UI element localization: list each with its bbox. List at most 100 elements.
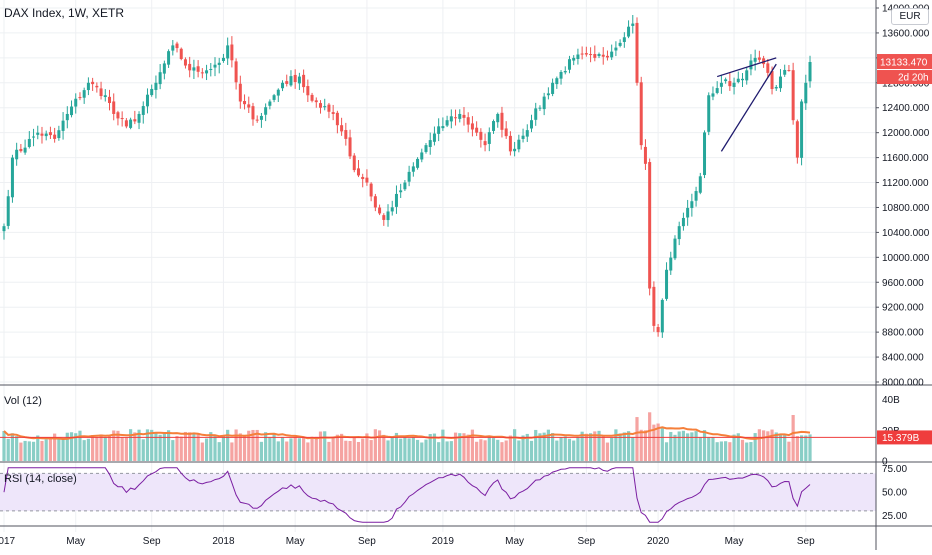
candle [643,146,647,164]
price-tick-label: 8400.000 [882,353,924,364]
candle [331,112,335,114]
candle [399,190,403,193]
volume-bar [407,438,411,461]
candle [576,54,580,59]
volume-bar [2,430,6,461]
volume-bar [91,435,95,461]
volume-bar [302,437,306,461]
volume-bar [6,438,10,461]
volume-bar [542,432,546,461]
volume-bar [593,431,597,461]
volume-bar [513,429,517,461]
volume-bar [787,441,791,461]
volume-bar [677,431,681,461]
candle [10,157,14,198]
currency-button[interactable]: EUR [891,8,929,25]
candle [352,155,356,171]
candle [335,112,339,126]
volume-bar [162,433,166,461]
candle [276,89,280,96]
time-tick-label: 2019 [432,536,455,547]
candle [787,70,791,72]
volume-bar [411,437,415,461]
volume-bar [559,437,563,461]
candle [441,126,445,129]
volume-bar [234,429,238,461]
candle [559,72,563,79]
volume-bar [23,440,27,461]
candle [167,51,171,65]
candle [648,162,652,289]
volume-bar [563,436,567,461]
volume-bar [799,435,804,461]
candle [462,114,466,118]
candle [572,57,576,61]
price-tick-label: 10000.000 [882,253,930,264]
volume-bar [31,441,36,461]
candle [673,238,677,259]
volume-bar [491,438,496,461]
candle [65,113,69,121]
volume-bar [166,430,171,461]
volume-bar [251,429,255,461]
candle [319,103,322,108]
candle [411,166,415,172]
candle [521,135,525,139]
volume-bar [652,424,656,461]
volume-bar [631,437,635,461]
candle [753,57,757,62]
volume-bar [154,432,158,461]
candle [741,78,744,81]
candle [310,94,314,101]
candle [36,132,40,135]
volume-bar [686,433,690,461]
candle [86,82,90,91]
candle [145,94,149,107]
price-tick-label: 8800.000 [882,328,924,339]
volume-bar [656,423,660,461]
volume-bar [27,441,31,461]
price-candles [2,14,812,338]
candle [344,130,348,139]
volume-bar [610,437,614,461]
candle [133,119,137,122]
volume-bar [264,432,268,461]
candle [424,145,428,152]
candle [525,130,529,137]
volume-bar [648,412,652,461]
candle [555,78,559,85]
candle [264,107,268,115]
candle [466,117,470,125]
candle [605,55,609,58]
candle [665,269,669,299]
volume-bar [508,435,512,461]
volume-bar [500,442,504,461]
volume-bar [643,430,648,461]
volume-bar [247,430,251,461]
candle [112,101,116,114]
volume-bar [757,429,761,461]
rsi-band-fill [0,473,876,511]
volume-bar [424,439,428,461]
candle [542,96,546,110]
candle [795,121,799,158]
candle [597,54,601,57]
volume-bar [639,429,643,461]
volume-bar [95,437,99,461]
candle [715,88,719,93]
candle [188,63,192,71]
candle [209,68,213,70]
volume-bar [133,432,137,461]
candle [124,120,128,127]
volume-bar [242,435,247,461]
volume-bar [694,431,698,461]
volume-bar [10,433,15,461]
volume-bar [280,436,285,461]
candle [719,82,723,87]
volume-bar [137,429,141,461]
volume-bar [36,435,40,461]
volume-bar [124,437,128,461]
volume-bar [48,437,53,461]
candle [407,171,411,182]
volume-bar [171,440,175,461]
